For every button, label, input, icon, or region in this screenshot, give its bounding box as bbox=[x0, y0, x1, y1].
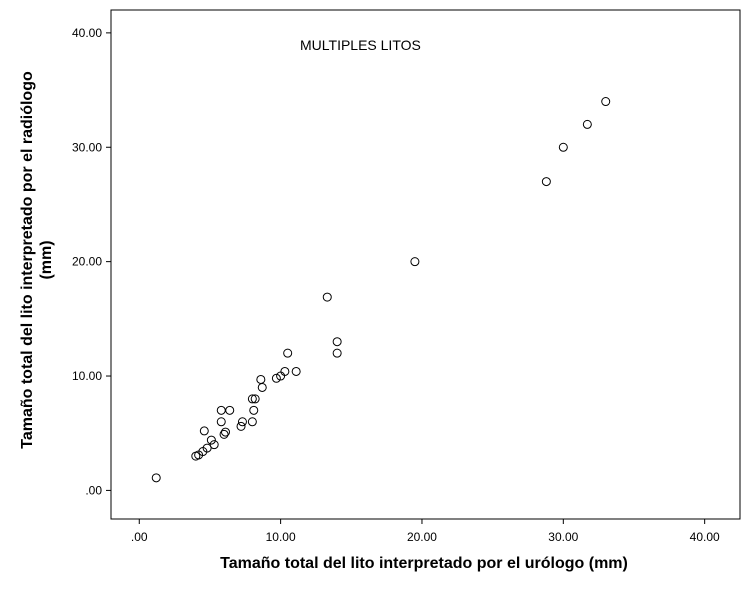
scatter-point bbox=[206, 435, 216, 445]
y-axis-title-unit: (mm) bbox=[38, 240, 55, 279]
scatter-point bbox=[202, 443, 212, 453]
scatter-point bbox=[219, 429, 229, 439]
scatter-point bbox=[216, 417, 226, 427]
scatter-point bbox=[322, 292, 332, 302]
scatter-point bbox=[151, 473, 161, 483]
scatter-point bbox=[247, 394, 257, 404]
scatter-point bbox=[332, 348, 342, 358]
y-axis-ticks: .00 10.00 20.00 30.00 40.00 bbox=[72, 26, 111, 497]
scatter-point bbox=[225, 405, 235, 415]
scatter-point bbox=[410, 257, 420, 267]
y-tick-label: 10.00 bbox=[72, 369, 102, 383]
scatter-point bbox=[283, 348, 293, 358]
scatter-point bbox=[209, 440, 219, 450]
data-points bbox=[151, 97, 611, 483]
scatter-point bbox=[601, 97, 611, 107]
scatter-point bbox=[250, 394, 260, 404]
scatter-point bbox=[220, 427, 230, 437]
x-tick-label: 40.00 bbox=[690, 530, 720, 544]
chart-annotation: MULTIPLES LITOS bbox=[300, 37, 421, 53]
scatter-point bbox=[257, 382, 267, 392]
x-tick-label: .00 bbox=[131, 530, 148, 544]
scatter-point bbox=[541, 177, 551, 187]
scatter-point bbox=[582, 119, 592, 129]
scatter-point bbox=[291, 366, 301, 376]
x-axis-title: Tamaño total del lito interpretado por e… bbox=[220, 555, 628, 572]
y-axis-title-group: Tamaño total del lito interpretado por e… bbox=[19, 71, 55, 449]
scatter-point bbox=[332, 337, 342, 347]
x-axis-ticks: .00 10.00 20.00 30.00 40.00 bbox=[131, 519, 720, 544]
y-tick-label: .00 bbox=[85, 483, 102, 497]
scatter-point bbox=[247, 417, 257, 427]
y-axis-title: Tamaño total del lito interpretado por e… bbox=[19, 71, 36, 449]
y-tick-label: 30.00 bbox=[72, 140, 102, 154]
scatter-point bbox=[271, 373, 281, 383]
scatter-point bbox=[199, 426, 209, 436]
scatter-point bbox=[280, 366, 290, 376]
x-tick-label: 30.00 bbox=[548, 530, 578, 544]
x-tick-label: 10.00 bbox=[266, 530, 296, 544]
plot-frame bbox=[110, 9, 741, 520]
x-tick-label: 20.00 bbox=[407, 530, 437, 544]
scatter-point bbox=[236, 421, 246, 431]
y-tick-label: 40.00 bbox=[72, 26, 102, 40]
y-tick-label: 20.00 bbox=[72, 255, 102, 269]
scatter-point bbox=[249, 405, 259, 415]
scatter-point bbox=[558, 142, 568, 152]
scatter-point bbox=[237, 417, 247, 427]
